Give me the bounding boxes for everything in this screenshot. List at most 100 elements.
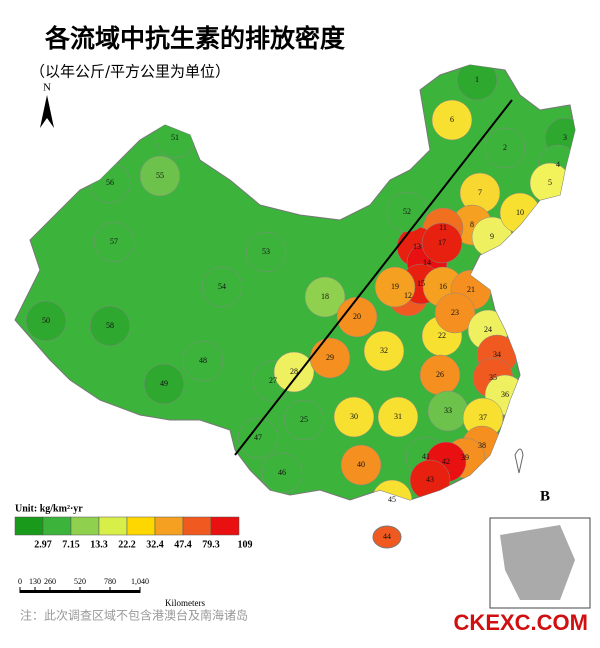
basin-label: 15 [417, 279, 425, 288]
basin [340, 444, 382, 486]
basin-label: 20 [353, 312, 361, 321]
legend-title: Unit: kg/km²·yr [15, 503, 83, 514]
basin [431, 99, 473, 141]
basin-label: 52 [403, 207, 411, 216]
scale-label: 1,040 [131, 577, 149, 586]
basin [237, 417, 279, 459]
basin-label: 55 [156, 171, 164, 180]
legend-value: 32.4 [146, 539, 164, 550]
basin-label: 8 [470, 220, 474, 229]
basin-label: 9 [490, 232, 494, 241]
basin-label: 13 [413, 242, 421, 251]
taiwan [514, 448, 524, 474]
basin-label: 22 [438, 331, 446, 340]
basin [25, 300, 67, 342]
basin [139, 155, 181, 197]
legend-swatch [98, 516, 128, 536]
basin-label: 14 [423, 258, 431, 267]
legend-value: 13.3 [90, 539, 108, 550]
basin-label: 49 [160, 379, 168, 388]
basin-label: 40 [357, 460, 365, 469]
basin-label: 23 [451, 308, 459, 317]
basin [201, 266, 243, 308]
basin-label: 12 [404, 291, 412, 300]
basin [304, 276, 346, 318]
basin-label: 3 [563, 133, 567, 142]
basin [434, 292, 476, 334]
north-label: N [43, 82, 51, 94]
watermark: CKEXC.COM [454, 610, 588, 635]
basin [484, 127, 526, 169]
title: 各流域中抗生素的排放密度 [44, 24, 345, 53]
basin-label: 37 [479, 413, 487, 422]
basin [377, 396, 419, 438]
basin [143, 363, 185, 405]
legend-value: 22.2 [118, 539, 136, 550]
basin [283, 399, 325, 441]
scale-label: 520 [74, 577, 86, 586]
basin-label: 51 [171, 133, 179, 142]
basin-label: 56 [106, 178, 114, 187]
basin-label: 31 [394, 412, 402, 421]
basin-label: 43 [426, 475, 434, 484]
basin-label: 4 [556, 160, 560, 169]
basin-label: 32 [380, 346, 388, 355]
basin-label: 57 [110, 237, 118, 246]
legend-swatch [210, 516, 240, 536]
basin [456, 65, 498, 101]
basin-label: 41 [422, 452, 430, 461]
legend-value: 47.4 [174, 539, 192, 550]
basin [409, 459, 451, 500]
basin-label: 39 [461, 453, 469, 462]
basin [372, 525, 402, 549]
basin [336, 296, 378, 338]
hu-line [234, 99, 513, 456]
basin-label: 6 [450, 115, 454, 124]
basin-label: 35 [489, 373, 497, 382]
inset-land [500, 525, 575, 600]
basins [25, 65, 575, 500]
legend: 2.97 7.15 13.3 22.2 32.4 47.4 79.3 109 [14, 516, 253, 550]
basin-label: 54 [218, 282, 226, 291]
legend-swatch [70, 516, 100, 536]
basin-label: 21 [467, 285, 475, 294]
scale-label: 130 [29, 577, 41, 586]
basin [245, 231, 287, 273]
basin-label: 34 [493, 350, 501, 359]
basin-label: 29 [326, 353, 334, 362]
basin-label: 16 [439, 282, 447, 291]
basin-label: 18 [321, 292, 329, 301]
basin-label: 5 [548, 178, 552, 187]
scale-bar: 0 130 260 520 780 1,040 [18, 577, 149, 593]
basin-label: 30 [350, 412, 358, 421]
basin-label: 17 [438, 238, 446, 247]
basin-label: 19 [391, 282, 399, 291]
basin-label: 2 [503, 143, 507, 152]
basin-label: 24 [484, 325, 492, 334]
basin-label: 53 [262, 247, 270, 256]
scale-label: 780 [104, 577, 116, 586]
basin-label: 26 [436, 370, 444, 379]
basin-label: 25 [300, 415, 308, 424]
basin [261, 452, 303, 494]
basin-label: 10 [516, 208, 524, 217]
legend-swatch [182, 516, 212, 536]
basin [371, 479, 413, 500]
scale-label: 0 [18, 577, 22, 586]
legend-swatch [126, 516, 156, 536]
basin [421, 222, 463, 264]
legend-swatch [14, 516, 44, 536]
basin [89, 305, 131, 347]
legend-value: 79.3 [202, 539, 220, 550]
basin-label: 1 [475, 75, 479, 84]
basin-label: 36 [501, 390, 509, 399]
basin-label: 11 [439, 223, 447, 232]
basin-label: 45 [388, 495, 396, 504]
legend-swatch [154, 516, 184, 536]
basin [273, 351, 315, 393]
basin-label: 27 [269, 376, 277, 385]
basin-label: 44 [383, 532, 391, 541]
subtitle: （以年公斤/平方公里为单位） [30, 63, 230, 81]
